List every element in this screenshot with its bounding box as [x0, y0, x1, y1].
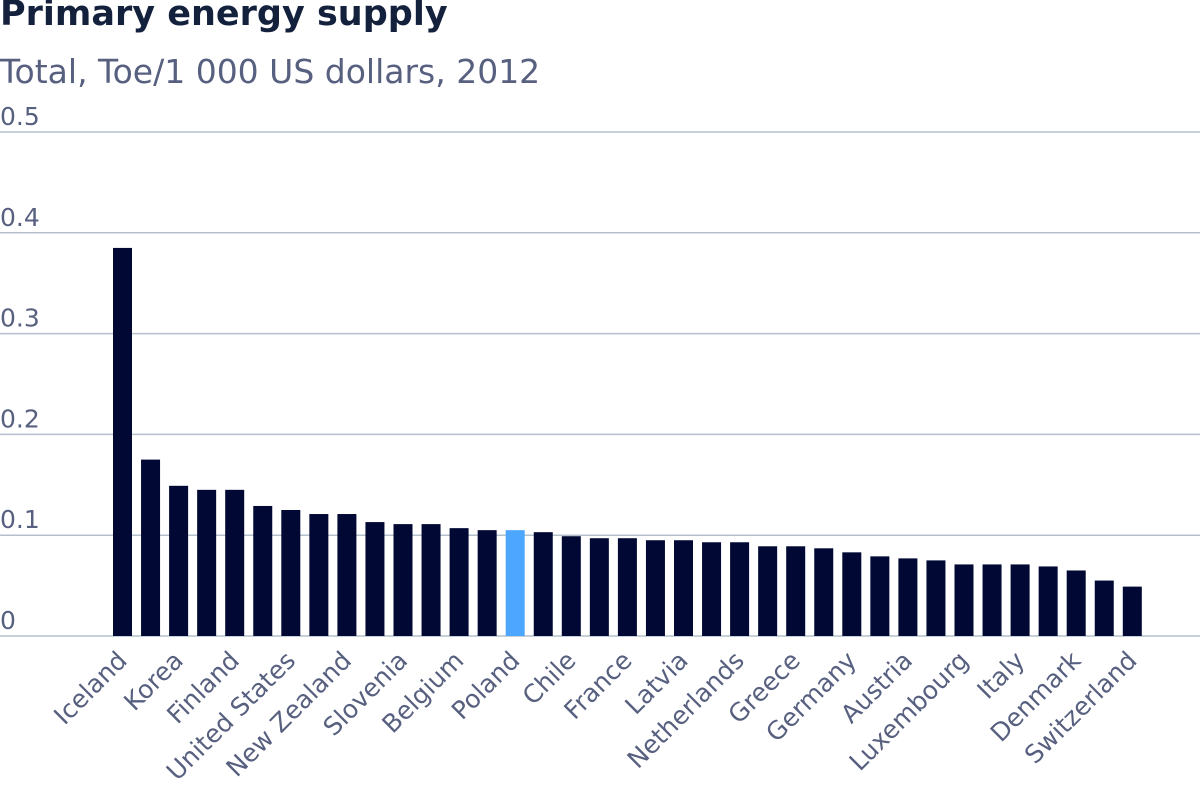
bar	[589, 538, 609, 636]
bar	[449, 528, 469, 636]
x-tick-label: Iceland	[48, 646, 132, 730]
y-tick-label: 0.2	[0, 404, 40, 433]
bar	[477, 530, 497, 636]
bar	[674, 540, 693, 636]
y-tick-label: 0.3	[0, 304, 40, 333]
bar	[898, 558, 918, 636]
bar	[533, 532, 553, 636]
y-tick-label: 0	[0, 606, 16, 635]
y-tick-label: 0.5	[0, 102, 40, 131]
bar	[113, 247, 132, 637]
bar	[1038, 566, 1058, 636]
bar	[169, 485, 189, 636]
bar	[309, 514, 329, 636]
bar	[1010, 564, 1030, 636]
bar	[926, 560, 946, 636]
chart-subtitle: Total, Toe/1 000 US dollars, 2012	[0, 52, 541, 91]
bar	[842, 552, 862, 636]
bar	[982, 564, 1002, 636]
bar	[814, 548, 834, 636]
bar	[225, 489, 245, 636]
bar	[141, 459, 161, 636]
y-tick-label: 0.4	[0, 203, 40, 232]
bar	[253, 505, 273, 636]
bar	[1094, 580, 1114, 636]
bar	[1122, 586, 1142, 636]
bar	[617, 538, 637, 636]
bar	[702, 542, 722, 636]
bar	[870, 556, 890, 636]
bar	[365, 522, 385, 636]
y-tick-labels: 0 0.1 0.2 0.3 0.4 0.5	[0, 102, 40, 635]
bar	[758, 546, 778, 636]
bar	[786, 546, 806, 636]
bar	[954, 564, 974, 636]
bar	[561, 536, 581, 636]
bar	[337, 514, 357, 636]
bar	[645, 540, 665, 636]
bar	[421, 524, 441, 636]
bars	[113, 247, 1142, 637]
bar	[730, 542, 750, 636]
bar	[393, 524, 413, 636]
bar	[505, 530, 525, 636]
chart-title: Primary energy supply	[0, 0, 448, 34]
bar	[197, 489, 217, 636]
y-tick-label: 0.1	[0, 505, 40, 534]
bar	[281, 510, 301, 636]
bar	[1066, 570, 1086, 636]
